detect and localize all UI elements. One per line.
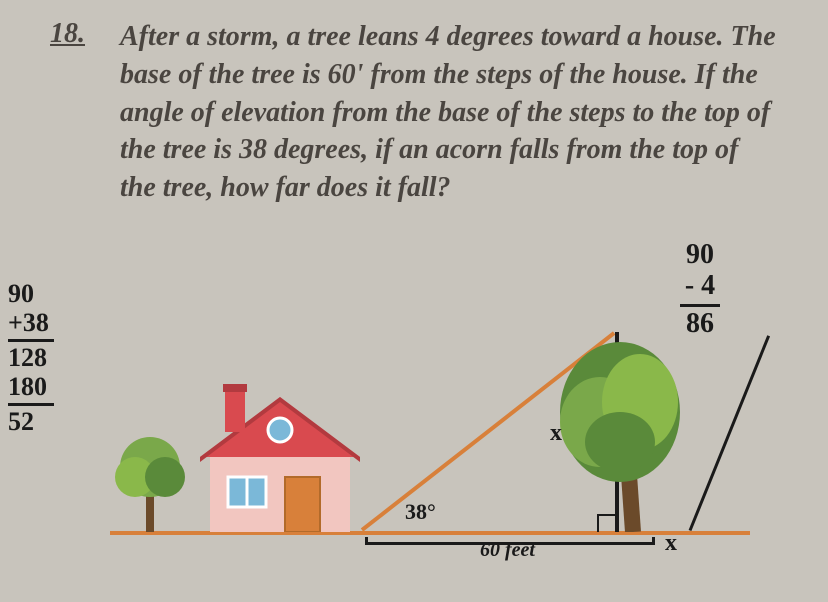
worksheet-page: 18. After a storm, a tree leans 4 degree… [0, 0, 828, 602]
problem-number: 18. [50, 18, 90, 207]
handwritten-x: x [665, 530, 677, 557]
house-illustration [190, 382, 370, 532]
hw-num: - 4 [680, 271, 720, 307]
distance-label: 60 feet [480, 539, 535, 562]
tree-illustration [550, 332, 690, 532]
hw-num: 90 [8, 280, 54, 309]
problem-text: After a storm, a tree leans 4 degrees to… [120, 18, 798, 207]
diagram: 38° 60 feet [110, 300, 790, 590]
shrub-illustration [110, 422, 190, 532]
hw-num: 128 [8, 344, 54, 373]
handwritten-calc-right: 90 - 4 86 [680, 240, 720, 339]
hw-result: 86 [680, 309, 720, 340]
hw-num: 180 [8, 373, 54, 407]
handwritten-x: x [550, 420, 562, 447]
problem-row: 18. After a storm, a tree leans 4 degree… [50, 18, 798, 207]
tree-lean-line [689, 335, 770, 531]
angle-label: 38° [405, 499, 436, 525]
hw-num: 90 [680, 240, 720, 271]
hw-num: +38 [8, 309, 54, 343]
hw-result: 52 [8, 408, 54, 437]
handwritten-calc-left: 90 +38 128 180 52 [8, 280, 54, 437]
